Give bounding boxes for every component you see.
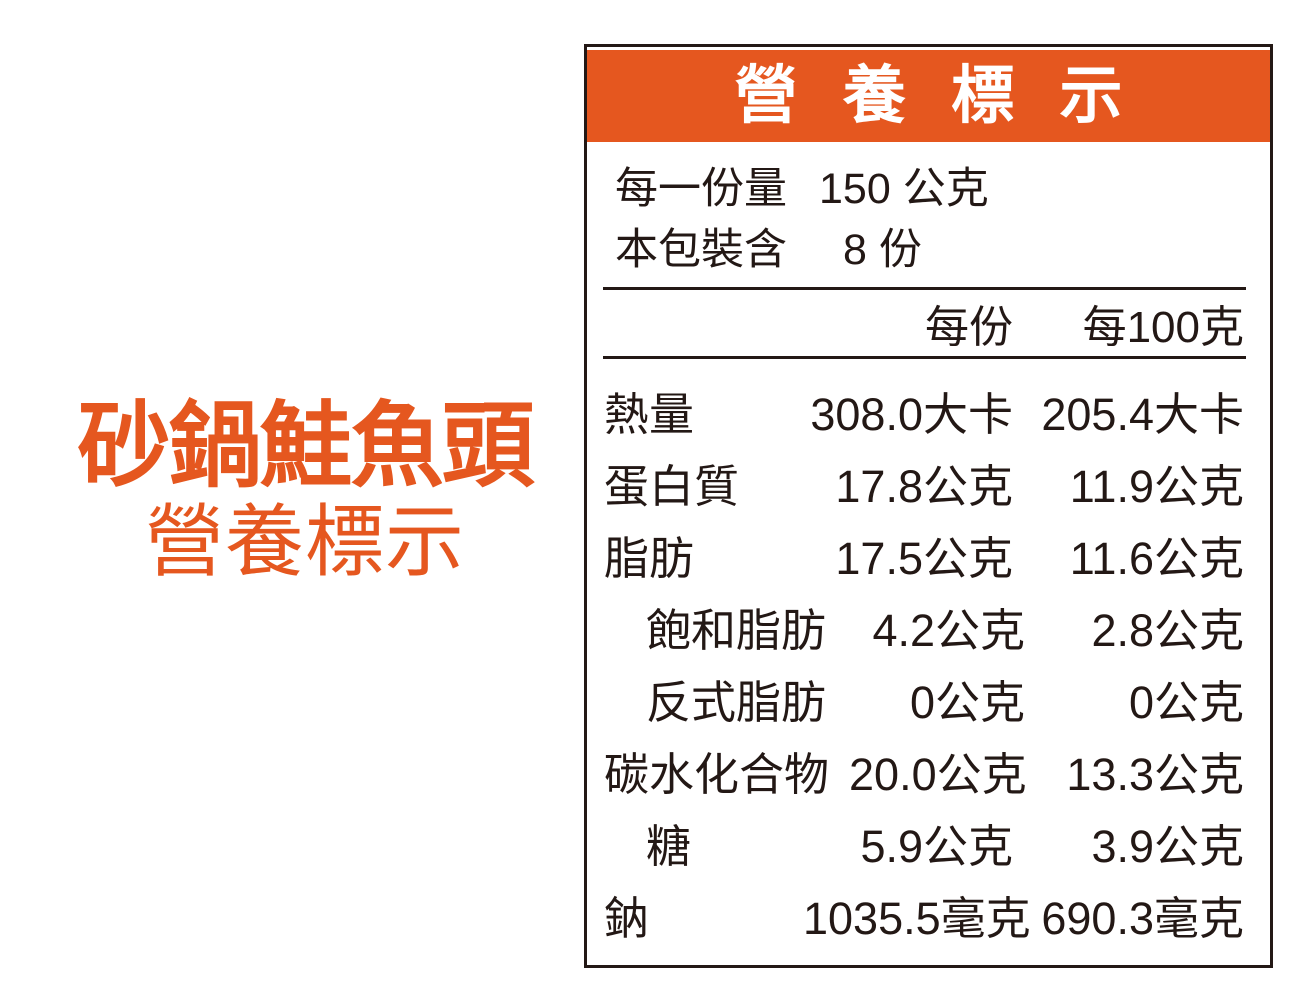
product-name: 砂鍋鮭魚頭 xyxy=(77,394,535,498)
nutrient-per-100g: 0公克 xyxy=(1128,676,1244,728)
nutrient-label: 糖 xyxy=(646,820,692,872)
nutrient-row-fat: 脂肪 17.5公克 11.6公克 xyxy=(587,518,1270,590)
nutrient-row-sodium: 鈉 1035.5毫克 690.3毫克 xyxy=(587,878,1270,950)
nutrient-per-serving: 17.8公克 xyxy=(835,460,1013,512)
servings-per-package-row: 本包裝含 8 份 xyxy=(615,215,1270,276)
nutrient-rows: 熱量 308.0大卡 205.4大卡 蛋白質 17.8公克 11.9公克 脂肪 … xyxy=(587,359,1270,950)
nutrient-per-serving: 20.0公克 xyxy=(849,748,1027,800)
servings-per-package-label: 本包裝含 xyxy=(615,225,787,274)
nutrient-label: 脂肪 xyxy=(604,532,695,584)
nutrient-per-100g: 3.9公克 xyxy=(1091,820,1244,872)
nutrient-per-serving: 17.5公克 xyxy=(835,532,1013,584)
nutrient-per-serving: 1035.5毫克 xyxy=(803,892,1031,944)
column-header-per-serving: 每份 xyxy=(925,303,1013,352)
serving-size-row: 每一份量 150 公克 xyxy=(615,154,1270,215)
nutrient-per-100g: 690.3毫克 xyxy=(1041,892,1244,944)
nutrient-per-serving: 4.2公克 xyxy=(872,604,1026,656)
product-title-block: 砂鍋鮭魚頭 營養標示 xyxy=(40,398,570,584)
nutrient-label: 碳水化合物 xyxy=(604,748,830,800)
nutrient-row-calories: 熱量 308.0大卡 205.4大卡 xyxy=(587,374,1270,446)
nutrient-per-100g: 11.9公克 xyxy=(1069,460,1244,512)
nutrient-per-100g: 13.3公克 xyxy=(1066,748,1244,800)
nutrient-per-100g: 205.4大卡 xyxy=(1041,388,1244,440)
serving-size-value: 150 公克 xyxy=(819,164,989,213)
nutrient-label: 鈉 xyxy=(604,892,650,944)
nutrient-per-100g: 11.6公克 xyxy=(1069,532,1244,584)
nutrition-facts-panel: 營養標示 每一份量 150 公克 本包裝含 8 份 每份 每100克 熱量 30… xyxy=(584,44,1273,968)
nutrient-label: 熱量 xyxy=(604,388,695,440)
nutrient-per-serving: 0公克 xyxy=(910,676,1026,728)
serving-size-label: 每一份量 xyxy=(615,164,787,213)
nutrient-per-100g: 2.8公克 xyxy=(1091,604,1244,656)
column-header-per-100g: 每100克 xyxy=(1082,303,1244,352)
divider xyxy=(603,287,1246,290)
nutrient-per-serving: 308.0大卡 xyxy=(810,388,1013,440)
product-subtitle: 營養標示 xyxy=(145,496,465,586)
nutrient-per-serving: 5.9公克 xyxy=(860,820,1013,872)
nutrient-label: 蛋白質 xyxy=(604,460,740,512)
nutrient-row-sugar: 糖 5.9公克 3.9公克 xyxy=(587,806,1270,878)
nutrient-row-saturated-fat: 飽和脂肪 4.2公克 2.8公克 xyxy=(587,590,1270,662)
nutrient-row-carbohydrate: 碳水化合物 20.0公克 13.3公克 xyxy=(587,734,1270,806)
nutrient-row-trans-fat: 反式脂肪 0公克 0公克 xyxy=(587,662,1270,734)
column-headers: 每份 每100克 xyxy=(587,290,1270,356)
panel-header-title: 營養標示 xyxy=(587,50,1270,142)
nutrient-label: 反式脂肪 xyxy=(646,676,827,728)
servings-per-package-value: 8 份 xyxy=(843,225,922,274)
serving-info: 每一份量 150 公克 本包裝含 8 份 xyxy=(587,142,1270,276)
divider xyxy=(603,356,1246,359)
nutrient-label: 飽和脂肪 xyxy=(646,604,827,656)
nutrient-row-protein: 蛋白質 17.8公克 11.9公克 xyxy=(587,446,1270,518)
